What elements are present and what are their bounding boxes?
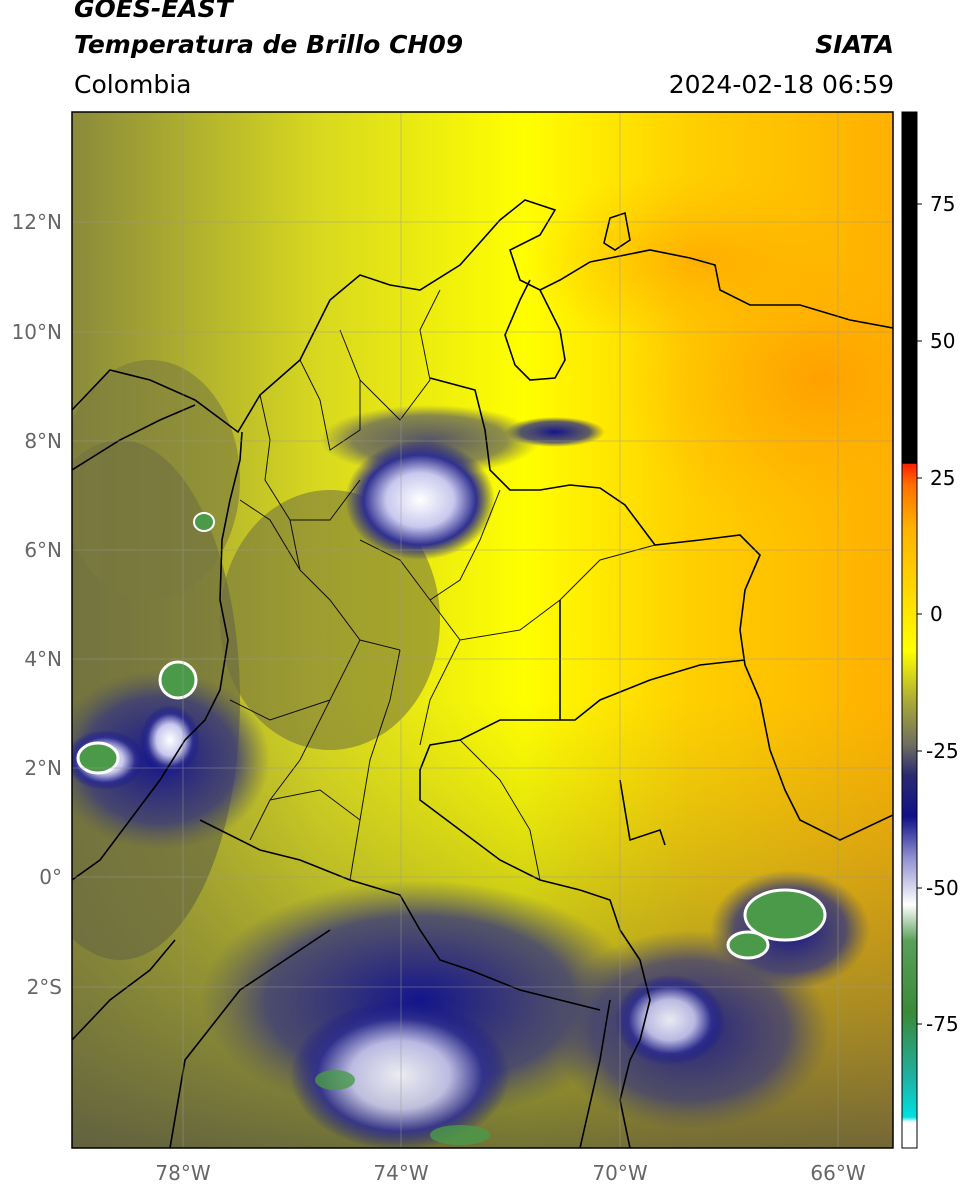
lat-label: 2°N [24,756,62,780]
datetime-label: 2024-02-18 06:59 [668,70,894,99]
lat-label: 10°N [12,320,62,344]
department-borders [229,289,656,881]
lat-label: 6°N [24,538,62,562]
colorbar-tick-label: 75 [930,192,955,216]
lat-label: 8°N [24,429,62,453]
colorbar-tick-label: -75 [926,1012,959,1036]
colorbar-tick-label: 0 [930,602,943,626]
brightness-temperature-field [72,112,893,1148]
lon-label: 66°W [810,1161,865,1185]
satellite-title: GOES-EAST [74,0,233,23]
region-label: Colombia [74,70,192,99]
colorbar-tick-label: 25 [930,466,955,490]
longitude-labels: 78°W 74°W 70°W 66°W [155,1161,865,1185]
colorbar-scale [901,111,918,1149]
gridlines [72,112,893,1148]
lat-label: 12°N [12,210,62,234]
colorbar-tick-label: -50 [926,876,959,900]
organization-label: SIATA [815,30,894,59]
lat-label: 0° [39,865,62,889]
lon-label: 78°W [155,1161,210,1185]
lon-label: 70°W [592,1161,647,1185]
country-borders [72,377,893,1148]
lat-label: 4°N [24,647,62,671]
colorbar-tick-label: -25 [926,739,959,763]
latitude-labels: 12°N 10°N 8°N 6°N 4°N 2°N 0° 2°S [12,210,62,999]
colorbar-tick-label: 50 [930,329,955,353]
lon-label: 74°W [373,1161,428,1185]
colorbar: 75 50 25 0 -25 -50 -75 [901,111,959,1149]
map-frame [71,111,894,1149]
product-title: Temperatura de Brillo CH09 [74,30,464,59]
lat-label: 2°S [27,975,62,999]
